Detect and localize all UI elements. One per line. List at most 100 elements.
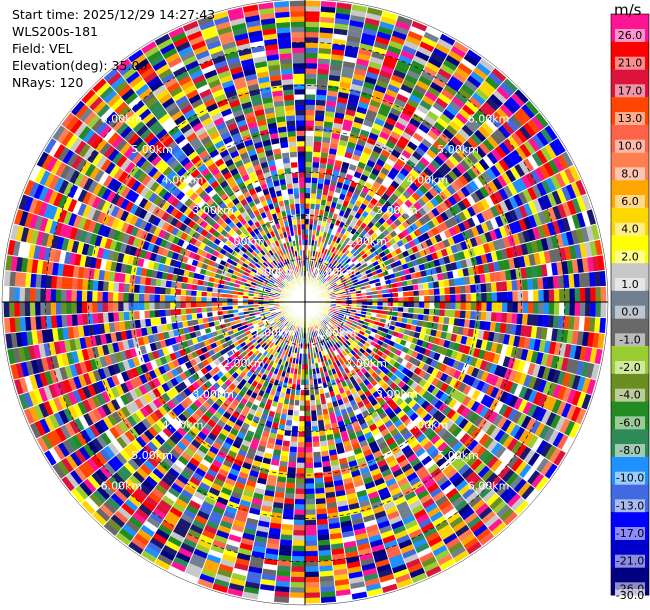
velocity-gate — [595, 286, 602, 303]
velocity-gate — [408, 296, 415, 303]
velocity-gate — [476, 301, 482, 312]
velocity-gate — [480, 282, 487, 293]
velocity-gate — [579, 287, 586, 303]
velocity-gate — [314, 487, 326, 495]
velocity-gate — [304, 208, 311, 214]
velocity-gate — [314, 120, 325, 127]
velocity-gate — [295, 483, 306, 490]
velocity-gate — [543, 301, 550, 315]
velocity-gate — [398, 296, 404, 303]
velocity-gate — [304, 478, 315, 484]
velocity-gate — [290, 561, 306, 568]
velocity-gate — [304, 524, 318, 531]
velocity-gate — [288, 451, 298, 458]
velocity-gate — [295, 478, 306, 484]
velocity-gate — [310, 415, 318, 422]
velocity-gate — [304, 514, 317, 521]
velocity-gate — [429, 295, 436, 303]
velocity-gate — [428, 308, 435, 316]
velocity-gate — [297, 431, 306, 438]
velocity-gate — [291, 420, 299, 427]
velocity-gate — [286, 467, 297, 474]
velocity-gate — [315, 89, 328, 96]
velocity-gate — [486, 292, 493, 303]
velocity-gate — [285, 482, 296, 489]
velocity-gate — [304, 5, 321, 12]
velocity-gate — [310, 187, 318, 194]
velocity-gate — [511, 312, 518, 325]
velocity-gate — [517, 301, 524, 314]
velocity-gate — [304, 94, 317, 100]
velocity-gate — [314, 477, 325, 484]
velocity-gate — [548, 301, 555, 316]
velocity-gate — [538, 301, 545, 315]
velocity-gate — [304, 390, 311, 396]
velocity-gate — [481, 301, 487, 312]
velocity-gate — [455, 293, 461, 303]
velocity-gate — [315, 94, 327, 101]
velocity-gate — [600, 286, 607, 303]
velocity-gate — [304, 78, 317, 85]
velocity-gate — [289, 581, 306, 588]
velocity-gate — [460, 301, 467, 311]
velocity-gate — [304, 576, 320, 583]
velocity-gate — [486, 301, 493, 312]
velocity-gate — [312, 451, 322, 458]
velocity-gate — [313, 456, 322, 463]
velocity-gate — [292, 535, 306, 542]
velocity-gate — [393, 296, 399, 303]
velocity-gate — [496, 301, 503, 313]
velocity-gate — [413, 289, 420, 297]
velocity-gate — [475, 310, 482, 321]
velocity-gate — [418, 307, 425, 315]
velocity-gate — [501, 301, 508, 313]
velocity-gate — [293, 509, 306, 516]
velocity-gate — [304, 545, 319, 552]
velocity-gate — [304, 483, 315, 490]
velocity-gate — [548, 288, 555, 303]
velocity-gate — [439, 308, 446, 317]
velocity-gate — [304, 187, 312, 194]
velocity-gate — [298, 410, 306, 417]
velocity-gate — [304, 182, 312, 189]
velocity-gate — [304, 530, 318, 536]
velocity-gate — [393, 301, 399, 308]
velocity-gate — [298, 421, 306, 427]
velocity-gate — [527, 289, 534, 303]
velocity-gate — [304, 0, 321, 7]
velocity-gate — [290, 566, 306, 573]
velocity-gate — [429, 301, 436, 309]
velocity-gate — [294, 493, 306, 500]
velocity-gate — [314, 115, 325, 122]
velocity-gate — [454, 309, 461, 319]
velocity-gate — [304, 88, 317, 95]
velocity-gate — [313, 141, 322, 148]
velocity-gate — [304, 83, 317, 90]
velocity-gate — [439, 301, 446, 310]
velocity-gate — [424, 295, 430, 303]
velocity-gate — [485, 311, 492, 322]
velocity-gate — [501, 291, 508, 303]
velocity-gate — [507, 290, 513, 303]
velocity-gate — [299, 405, 306, 412]
velocity-gate — [495, 311, 503, 323]
velocity-gate — [464, 310, 472, 320]
velocity-gate — [522, 301, 529, 314]
velocity-gate — [304, 395, 311, 401]
velocity-gate — [304, 587, 321, 594]
velocity-gate — [304, 16, 321, 23]
velocity-gate — [294, 498, 306, 505]
velocity-gate — [444, 286, 451, 295]
velocity-gate — [304, 556, 319, 562]
velocity-gate — [315, 498, 327, 505]
velocity-gate — [584, 286, 591, 303]
velocity-gate — [423, 288, 430, 296]
velocity-gate — [304, 104, 316, 111]
velocity-gate — [512, 290, 519, 303]
velocity-gate — [304, 57, 318, 64]
velocity-gate — [304, 452, 314, 458]
velocity-gate — [298, 415, 306, 422]
velocity-gate — [600, 301, 607, 318]
velocity-gate — [313, 472, 324, 479]
velocity-gate — [313, 130, 324, 137]
